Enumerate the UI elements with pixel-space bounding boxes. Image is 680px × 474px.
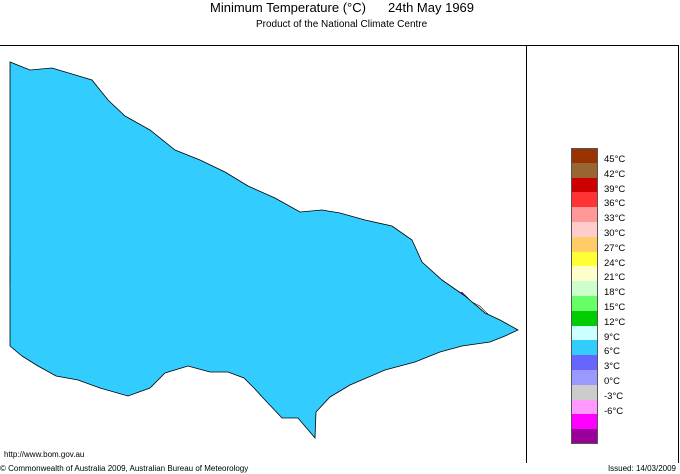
legend-label: 3°C (604, 361, 620, 373)
legend-swatch (571, 221, 598, 237)
legend-label: 9°C (604, 331, 620, 343)
legend-swatch (571, 236, 598, 252)
legend-row: 6°C (571, 340, 631, 358)
legend-row: 45°C (571, 148, 631, 165)
legend-label: 0°C (604, 375, 620, 387)
footer-copyright: © Commonwealth of Australia 2009, Austra… (0, 464, 249, 473)
map-header: Minimum Temperature (°C) 24th May 1969 P… (0, 0, 680, 44)
legend-row: 42°C (571, 162, 631, 180)
legend-label: -6°C (604, 405, 624, 417)
legend-row: 12°C (571, 310, 631, 328)
legend-row: -6°C (571, 399, 631, 417)
map-frame (0, 45, 679, 463)
legend-swatch (571, 325, 598, 341)
legend-row: 15°C (571, 295, 631, 313)
legend-swatch (571, 148, 598, 163)
legend-swatch (571, 177, 598, 193)
legend-label: 18°C (604, 287, 626, 299)
temperature-legend: 45°C 42°C 39°C 36°C 33°C 30°C 27°C 24°C 21°C 18°C… (571, 148, 631, 444)
legend-swatch (571, 414, 598, 430)
legend-swatch (571, 340, 598, 356)
legend-row: 21°C (571, 266, 631, 284)
map-subtitle: Product of the National Climate Centre (256, 19, 428, 30)
legend-label: 45°C (604, 154, 626, 165)
footer-issued-date: Issued: 14/03/2009 (607, 464, 676, 473)
legend-label: 6°C (604, 346, 620, 358)
legend-row: 33°C (571, 207, 631, 225)
legend-row (571, 429, 631, 444)
legend-swatch (571, 192, 598, 208)
legend-swatch (571, 251, 598, 267)
legend-swatch (571, 355, 598, 370)
legend-row: 9°C (571, 325, 631, 343)
legend-label: 42°C (604, 168, 626, 180)
legend-swatch (571, 310, 598, 326)
legend-row: 0°C (571, 369, 631, 387)
legend-row: -3°C (571, 384, 631, 402)
legend-row: 39°C (571, 177, 631, 195)
map-title: Minimum Temperature (°C) 24th May 1969 (210, 0, 474, 15)
legend-row: 24°C (571, 251, 631, 269)
legend-swatch (571, 162, 598, 178)
title-text: Minimum Temperature (°C) (210, 0, 366, 15)
legend-swatch (571, 295, 598, 311)
legend-row: 3°C (571, 355, 631, 373)
legend-label: 24°C (604, 257, 626, 269)
legend-row: 18°C (571, 281, 631, 299)
legend-row: 36°C (571, 192, 631, 210)
legend-row (571, 414, 631, 430)
legend-divider (526, 45, 527, 463)
footer-url[interactable]: http://www.bom.gov.au (4, 450, 85, 459)
legend-swatch (571, 207, 598, 222)
legend-swatch (571, 384, 598, 400)
legend-label: 27°C (604, 242, 626, 254)
legend-label: 30°C (604, 227, 626, 239)
legend-label: 39°C (604, 183, 626, 195)
victoria-temperature-map (9, 61, 519, 439)
legend-label: 15°C (604, 301, 626, 313)
legend-row: 30°C (571, 221, 631, 239)
legend-label: -3°C (604, 390, 624, 402)
legend-swatch (571, 281, 598, 296)
legend-swatch (571, 369, 598, 385)
legend-label: 12°C (604, 316, 626, 328)
title-date: 24th May 1969 (388, 0, 475, 15)
legend-row: 27°C (571, 236, 631, 254)
legend-swatch (571, 429, 598, 444)
legend-label: 36°C (604, 198, 626, 210)
legend-label: 21°C (604, 272, 626, 284)
legend-swatch (571, 399, 598, 415)
legend-swatch (571, 266, 598, 282)
legend-label: 33°C (604, 213, 626, 225)
